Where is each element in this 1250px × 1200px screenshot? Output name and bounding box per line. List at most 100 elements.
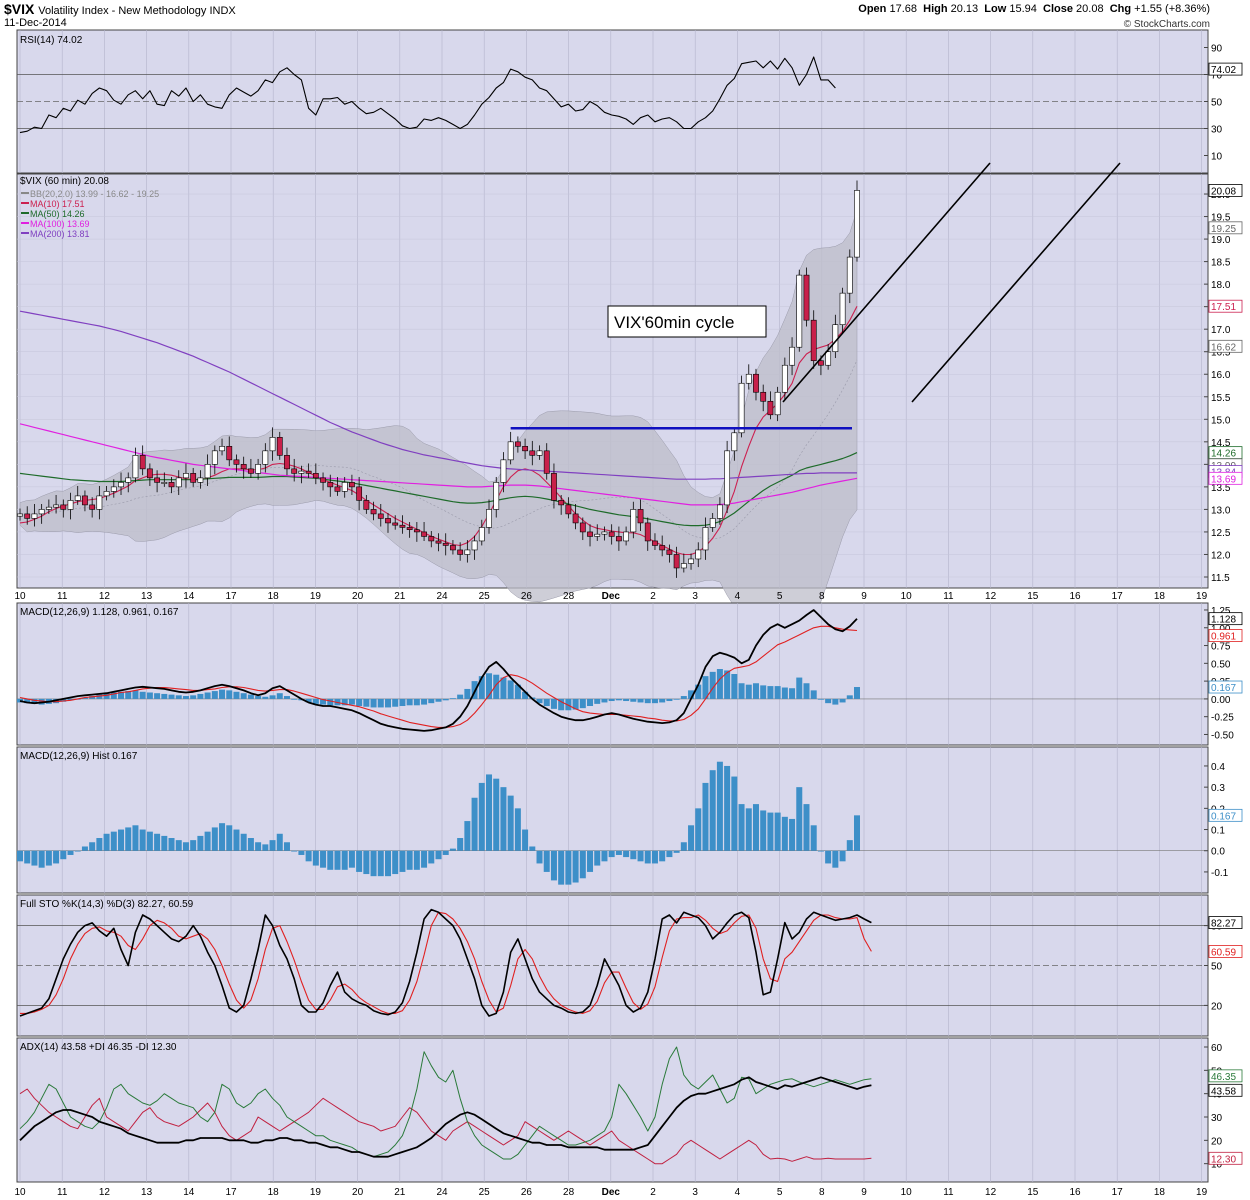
macd-hist-bar bbox=[745, 684, 752, 699]
minus-di-tag: 12.30 bbox=[1211, 1154, 1236, 1165]
hist-axis-tick-label: 0.4 bbox=[1211, 762, 1225, 773]
hist-bar bbox=[608, 850, 615, 858]
macd-hist-bar bbox=[825, 698, 832, 704]
candle-body bbox=[110, 486, 117, 492]
candle-body bbox=[247, 468, 254, 474]
macd-hist-bar bbox=[269, 695, 276, 699]
candle-body bbox=[767, 400, 774, 416]
hist-bar bbox=[594, 850, 601, 866]
candle-body bbox=[442, 542, 449, 546]
candle-body bbox=[522, 446, 528, 452]
macd-hist-bar bbox=[384, 698, 391, 708]
bottom-x-axis-label: 8 bbox=[819, 1187, 825, 1198]
macd-hist-bar bbox=[197, 693, 204, 699]
x-axis-label: 25 bbox=[479, 591, 491, 602]
macd-hist-bar bbox=[464, 688, 471, 699]
macd-hist-bar bbox=[81, 697, 88, 699]
macd-hist-bar bbox=[449, 698, 456, 699]
macd-hist-bar bbox=[255, 696, 262, 699]
open-label: Open bbox=[858, 3, 887, 15]
candle-body bbox=[284, 455, 290, 470]
bottom-x-axis-label: 24 bbox=[436, 1187, 448, 1198]
stoch-title: Full STO %K(14,3) %D(3) 82.27, 60.59 bbox=[20, 899, 194, 910]
candle-body bbox=[781, 364, 788, 393]
macd-hist-bar bbox=[17, 698, 23, 703]
macd-hist-bar bbox=[536, 698, 543, 704]
macd-hist-bar bbox=[695, 684, 702, 699]
hist-bar bbox=[803, 804, 810, 851]
candle-body bbox=[608, 531, 615, 537]
price-axis-tick-label: 11.5 bbox=[1211, 573, 1230, 584]
macd-hist-bar bbox=[702, 676, 709, 699]
macd-hist-bar bbox=[348, 698, 355, 705]
hist-bar bbox=[377, 850, 384, 877]
macd-hist-bar bbox=[688, 690, 695, 699]
hist-bar bbox=[587, 850, 594, 872]
rsi-axis-tick-label: 70 bbox=[1211, 71, 1223, 82]
x-axis-label: 12 bbox=[985, 591, 997, 602]
hist-bar bbox=[688, 825, 695, 851]
candle-body bbox=[644, 522, 651, 542]
legend-entry: MA(100) 13.69 bbox=[30, 219, 90, 229]
macd-hist-bar bbox=[421, 698, 428, 705]
candle-body bbox=[190, 473, 197, 483]
macd-hist-bar bbox=[493, 674, 500, 699]
hist-bar bbox=[182, 842, 189, 851]
macd-hist-bar bbox=[204, 692, 211, 699]
plus-di-tag-box bbox=[1208, 1069, 1243, 1083]
macd-hist-tag: 0.167 bbox=[1211, 683, 1236, 694]
bottom-x-axis-label: 19 bbox=[1196, 1187, 1208, 1198]
stoch-axis-tick-label: 50 bbox=[1211, 962, 1223, 973]
hist-bar bbox=[760, 810, 767, 851]
rsi-axis-tick-label: 10 bbox=[1211, 152, 1223, 163]
bottom-x-axis-label: 4 bbox=[735, 1187, 741, 1198]
price-axis-tick-label: 13.5 bbox=[1211, 483, 1231, 494]
hist-bar bbox=[543, 850, 550, 872]
bottom-x-axis-label: 16 bbox=[1069, 1187, 1081, 1198]
ohlc-readout: Open 17.68 High 20.13 Low 15.94 Close 20… bbox=[858, 3, 1210, 15]
hist-bar bbox=[384, 850, 391, 877]
macd-hist-bar bbox=[320, 698, 327, 705]
candle-body bbox=[45, 506, 52, 510]
hist-bar bbox=[103, 833, 110, 851]
macd-hist-bar bbox=[211, 691, 218, 699]
hist-bar bbox=[644, 850, 651, 864]
candle-body bbox=[594, 533, 601, 537]
macd-hist-bar bbox=[370, 698, 377, 708]
macd-hist-bar bbox=[810, 690, 817, 699]
hist-bar bbox=[825, 850, 832, 864]
adx-axis-tick-label: 30 bbox=[1211, 1113, 1223, 1124]
price-axis-tick-label: 14.5 bbox=[1211, 438, 1231, 449]
macd-hist-bar bbox=[572, 698, 579, 710]
candle-body bbox=[652, 540, 658, 546]
x-axis-label: 17 bbox=[1112, 591, 1124, 602]
hist-bar bbox=[74, 850, 81, 852]
adx-title: ADX(14) 43.58 +DI 46.35 -DI 12.30 bbox=[20, 1042, 177, 1053]
candle-body bbox=[356, 486, 363, 501]
candle-body bbox=[507, 441, 514, 461]
candle-body bbox=[385, 518, 391, 524]
channel-upper-line bbox=[782, 162, 991, 403]
stoch-k-tag: 82.27 bbox=[1211, 919, 1236, 930]
macd-hist-bar bbox=[774, 686, 781, 699]
bottom-x-axis-label: 15 bbox=[1027, 1187, 1039, 1198]
macd-hist-tag-box bbox=[1208, 680, 1243, 694]
macd-hist-bar bbox=[283, 696, 290, 699]
candle-body bbox=[89, 504, 96, 510]
hist-bar bbox=[630, 850, 637, 860]
candle-body bbox=[680, 563, 687, 569]
x-axis-label: 28 bbox=[563, 591, 575, 602]
candle-body bbox=[233, 459, 240, 465]
hist-bar bbox=[550, 850, 557, 881]
price-axis-tick-label: 13.0 bbox=[1211, 505, 1231, 516]
hist-bar bbox=[839, 850, 846, 862]
candle-body bbox=[406, 527, 413, 530]
hist-bar bbox=[363, 850, 370, 875]
hist-bar bbox=[709, 770, 716, 851]
macd-hist-bar bbox=[399, 698, 406, 707]
bottom-x-axis-label: 2 bbox=[650, 1187, 656, 1198]
macd-hist-bar bbox=[767, 686, 774, 699]
macd-hist-bar bbox=[110, 692, 117, 699]
hist-bar bbox=[486, 774, 493, 851]
candle-body bbox=[637, 509, 644, 524]
